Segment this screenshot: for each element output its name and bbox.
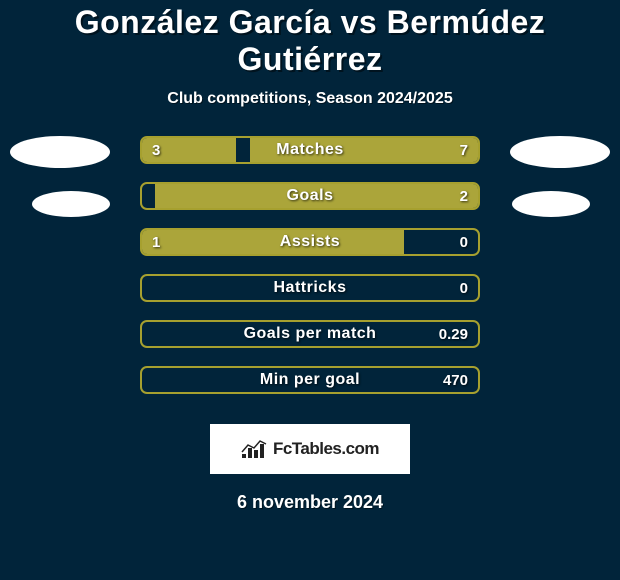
stat-label: Goals (142, 184, 478, 208)
stat-row: Goals per match0.29 (140, 320, 480, 348)
stat-value-right: 470 (433, 368, 478, 392)
stat-label: Matches (142, 138, 478, 162)
stat-value-left: 1 (142, 230, 170, 254)
stat-value-left: 3 (142, 138, 170, 162)
avatar-left-bottom (32, 191, 110, 217)
stat-value-right: 0 (450, 230, 478, 254)
stat-label: Assists (142, 230, 478, 254)
stat-row: Goals2 (140, 182, 480, 210)
stat-bars: Matches37Goals2Assists10Hattricks0Goals … (140, 136, 480, 412)
stat-value-right: 7 (450, 138, 478, 162)
stat-value-right: 0 (450, 276, 478, 300)
avatar-right-bottom (512, 191, 590, 217)
stat-row: Assists1 0 (140, 228, 480, 256)
fctables-logo: FcTables.com (210, 424, 410, 474)
snapshot-date: 6 november 2024 (0, 492, 620, 513)
title-player1: González García (75, 4, 331, 40)
stat-label: Min per goal (142, 368, 478, 392)
stats-zone: Matches37Goals2Assists10Hattricks0Goals … (0, 136, 620, 416)
stat-row: Min per goal470 (140, 366, 480, 394)
page-subtitle: Club competitions, Season 2024/2025 (0, 90, 620, 108)
stat-row: Hattricks0 (140, 274, 480, 302)
stat-label: Hattricks (142, 276, 478, 300)
stat-value-right: 0.29 (429, 322, 478, 346)
comparison-card: González García vs Bermúdez Gutiérrez Cl… (0, 0, 620, 580)
title-separator: vs (341, 4, 378, 40)
avatar-right-top (510, 136, 610, 168)
page-title: González García vs Bermúdez Gutiérrez (0, 4, 620, 78)
stat-label: Goals per match (142, 322, 478, 346)
stat-row: Matches3 7 (140, 136, 480, 164)
logo-icon (241, 440, 267, 458)
stat-value-right: 2 (450, 184, 478, 208)
avatar-left-top (10, 136, 110, 168)
logo-text: FcTables.com (273, 439, 379, 459)
